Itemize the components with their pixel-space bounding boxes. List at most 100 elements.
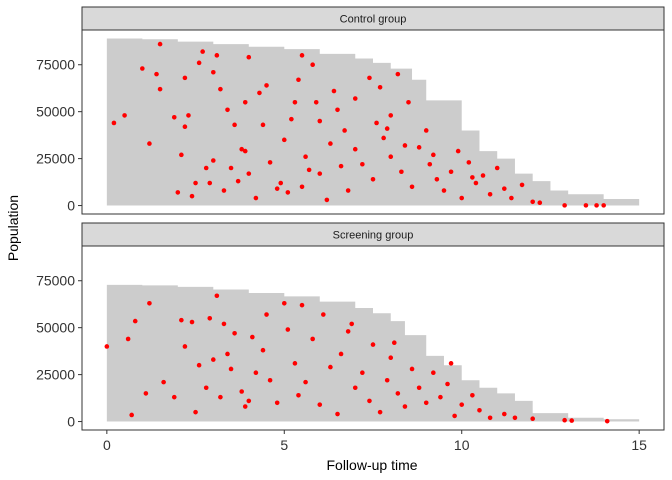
data-point	[274, 186, 280, 191]
data-point	[299, 184, 305, 190]
x-axis-title: Follow-up time	[326, 457, 417, 473]
data-point	[196, 60, 202, 66]
data-point	[218, 86, 223, 92]
data-point	[179, 152, 184, 158]
data-point	[427, 161, 433, 167]
data-point	[601, 203, 606, 208]
data-point	[321, 312, 326, 317]
data-point	[147, 300, 152, 306]
x-tick-label: 15	[631, 437, 647, 453]
y-tick-label: 75000	[36, 273, 75, 289]
data-point	[157, 86, 163, 92]
data-point	[335, 411, 340, 417]
data-point	[328, 141, 333, 146]
y-axis-title: Population	[5, 195, 21, 261]
data-point	[388, 113, 394, 118]
data-point	[264, 83, 269, 88]
data-point	[228, 366, 234, 372]
data-point	[310, 62, 315, 68]
y-tick-label: 0	[67, 198, 75, 214]
data-point	[409, 366, 415, 372]
data-point	[313, 99, 319, 105]
data-point	[352, 96, 358, 101]
data-point	[594, 203, 599, 208]
data-point	[317, 118, 323, 124]
data-point	[104, 344, 110, 349]
data-point	[502, 186, 507, 191]
data-point	[299, 53, 305, 58]
data-point	[519, 182, 525, 188]
data-point	[466, 160, 472, 165]
data-point	[207, 315, 213, 321]
data-point	[203, 165, 209, 171]
facet-strip-label: Screening group	[333, 230, 414, 242]
data-point	[157, 41, 163, 47]
data-point	[182, 124, 188, 129]
data-point	[331, 88, 337, 94]
panel-1: Control group 0 25000 50000 75000	[36, 6, 665, 215]
data-point	[317, 402, 323, 407]
data-point	[203, 385, 209, 391]
data-point	[285, 327, 291, 332]
facet-strip-label: Control group	[340, 14, 407, 26]
data-point	[583, 203, 589, 208]
data-point	[207, 180, 213, 186]
data-point	[303, 379, 308, 385]
data-point	[253, 195, 259, 201]
data-point	[182, 344, 188, 349]
data-point	[473, 180, 479, 186]
data-point	[459, 402, 465, 407]
data-point	[530, 416, 535, 422]
data-point	[360, 370, 365, 376]
population-area	[106, 38, 640, 206]
data-point	[431, 152, 436, 158]
x-tick-label: 0	[103, 437, 111, 453]
data-point	[441, 188, 447, 193]
data-point	[470, 175, 475, 180]
data-point	[289, 116, 294, 122]
data-point	[345, 188, 351, 193]
data-point	[338, 163, 344, 169]
y-tick-label: 50000	[36, 320, 75, 336]
data-point	[292, 99, 298, 105]
data-point	[480, 173, 486, 178]
data-point	[409, 184, 415, 190]
data-point	[370, 342, 376, 347]
data-point	[211, 69, 216, 75]
data-point	[324, 197, 330, 203]
data-point	[377, 84, 383, 90]
data-point	[335, 107, 340, 113]
data-point	[278, 180, 284, 186]
data-point	[487, 415, 493, 421]
data-point	[388, 355, 394, 361]
data-point	[367, 75, 372, 81]
data-point	[423, 400, 429, 406]
data-point	[384, 126, 390, 131]
data-point	[281, 137, 287, 143]
data-point	[416, 385, 422, 391]
data-point	[604, 418, 610, 424]
data-point	[260, 122, 266, 128]
data-point	[132, 318, 138, 324]
data-point	[246, 54, 252, 60]
data-point	[338, 351, 344, 357]
data-point	[391, 340, 397, 345]
data-point	[193, 180, 198, 186]
data-point	[370, 176, 376, 182]
data-point	[349, 321, 355, 327]
data-point	[211, 158, 216, 163]
data-point	[218, 394, 223, 400]
data-point	[225, 351, 230, 357]
data-point	[260, 347, 266, 353]
data-point	[562, 203, 567, 208]
x-tick-label: 5	[280, 437, 288, 453]
data-point	[477, 407, 482, 413]
data-point	[285, 190, 291, 195]
data-point	[235, 178, 241, 184]
data-point	[246, 398, 252, 404]
y-tick-label: 50000	[36, 104, 75, 120]
data-point	[189, 193, 195, 199]
data-point	[211, 357, 216, 362]
